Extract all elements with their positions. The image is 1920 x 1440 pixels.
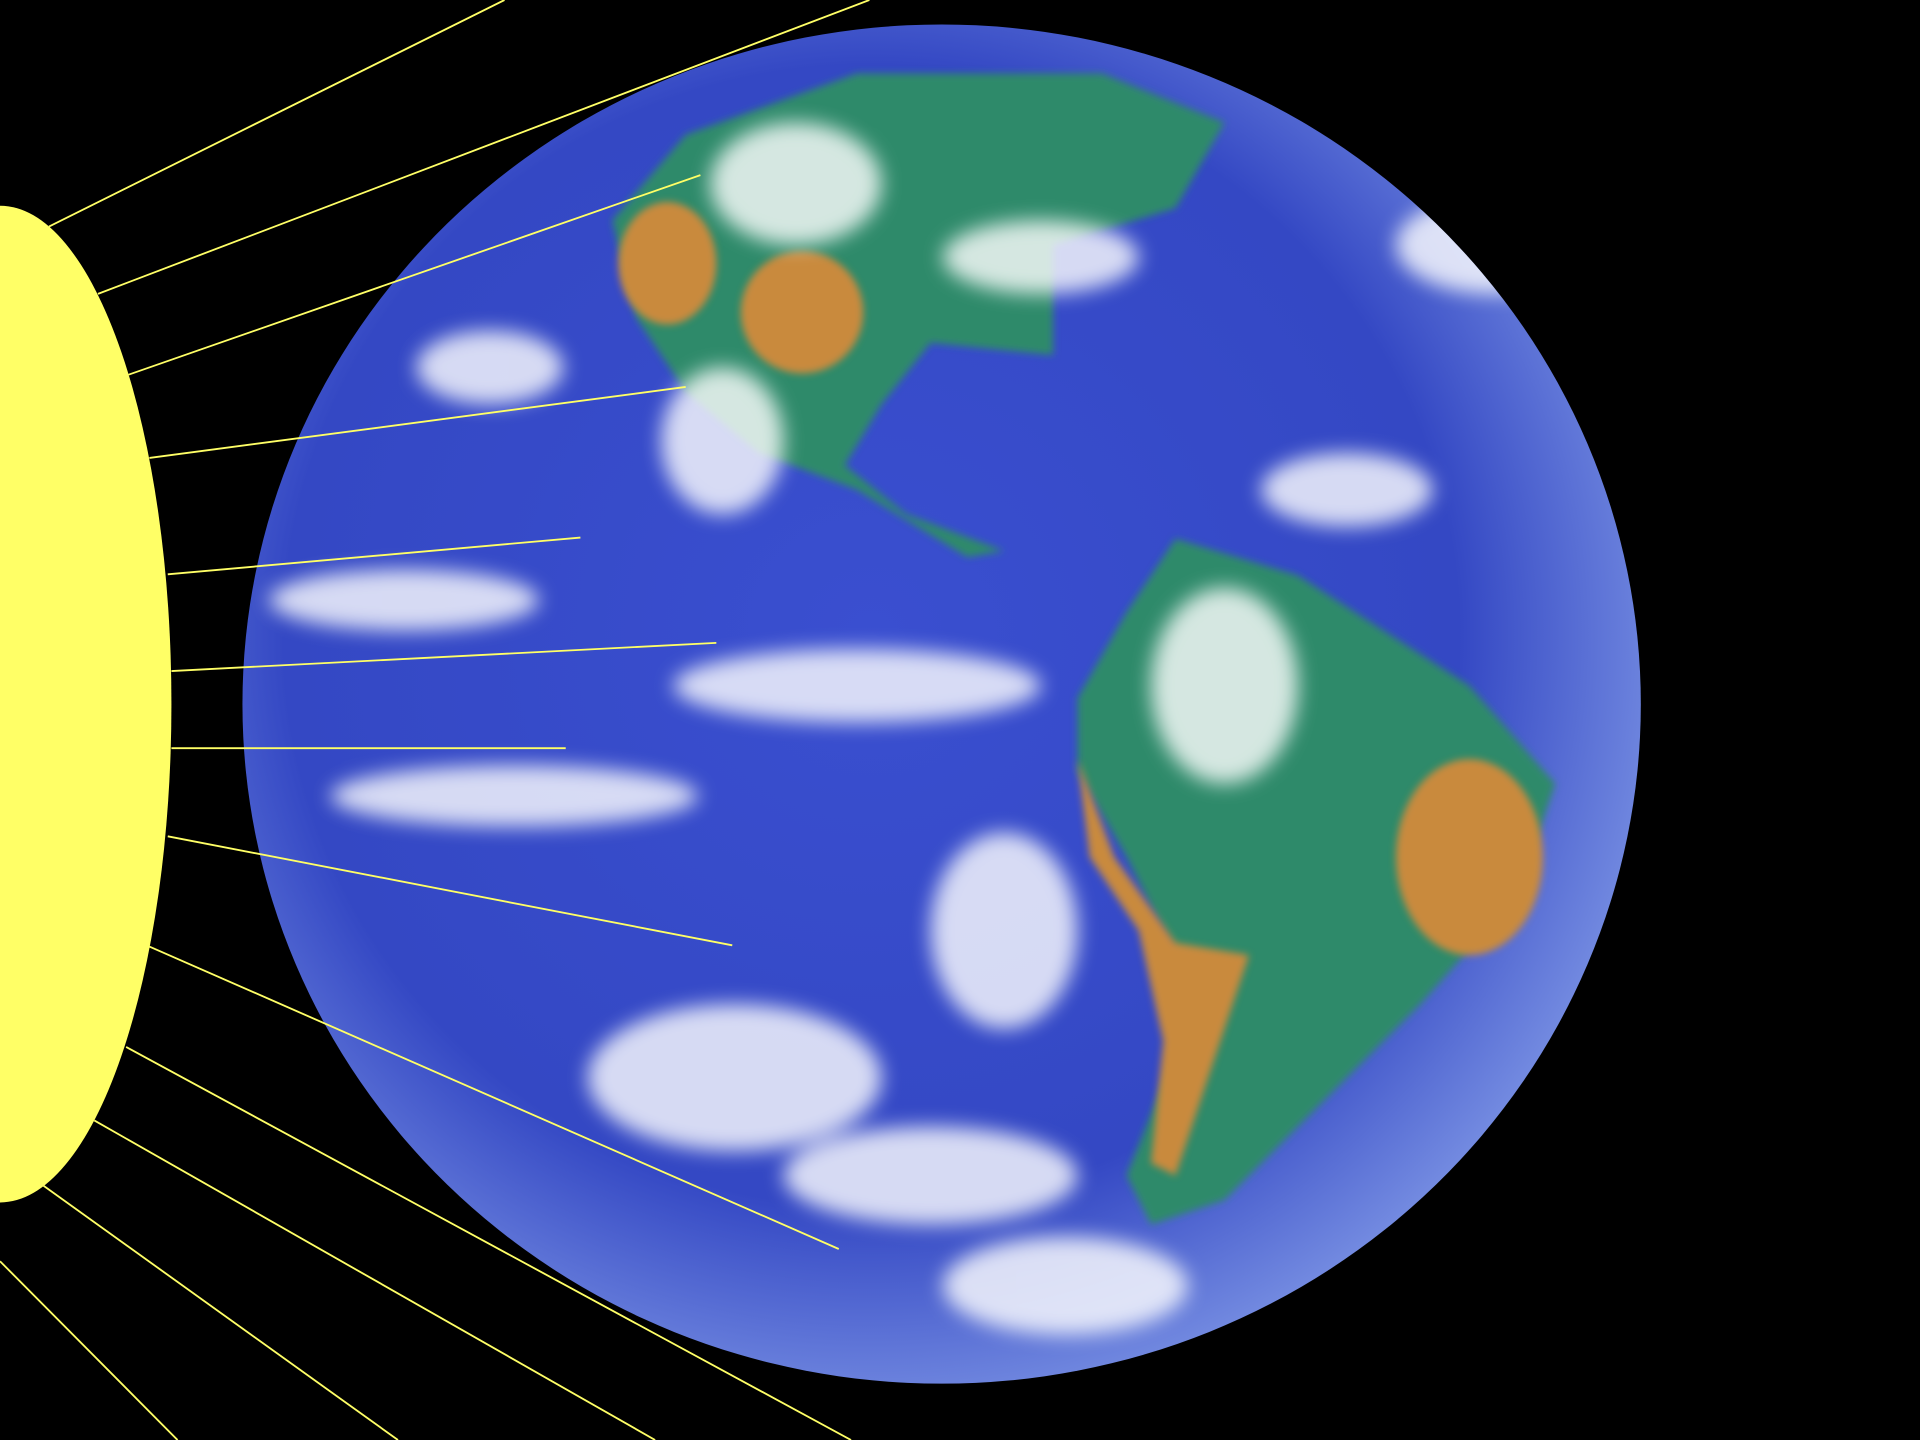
ray (0, 1260, 179, 1440)
clouds (269, 122, 1592, 1335)
ray (125, 1046, 852, 1440)
ray (167, 536, 581, 576)
ray (93, 1119, 656, 1440)
ray (149, 386, 686, 459)
ray (149, 945, 840, 1250)
sun (0, 205, 172, 1203)
earth (242, 24, 1641, 1384)
ray (48, 0, 505, 228)
ray (167, 835, 733, 947)
ray (171, 641, 717, 672)
ray (128, 174, 701, 376)
deserts (618, 202, 1543, 1176)
ray (97, 0, 870, 295)
ray (42, 1184, 399, 1440)
sun-rays (0, 0, 870, 1440)
